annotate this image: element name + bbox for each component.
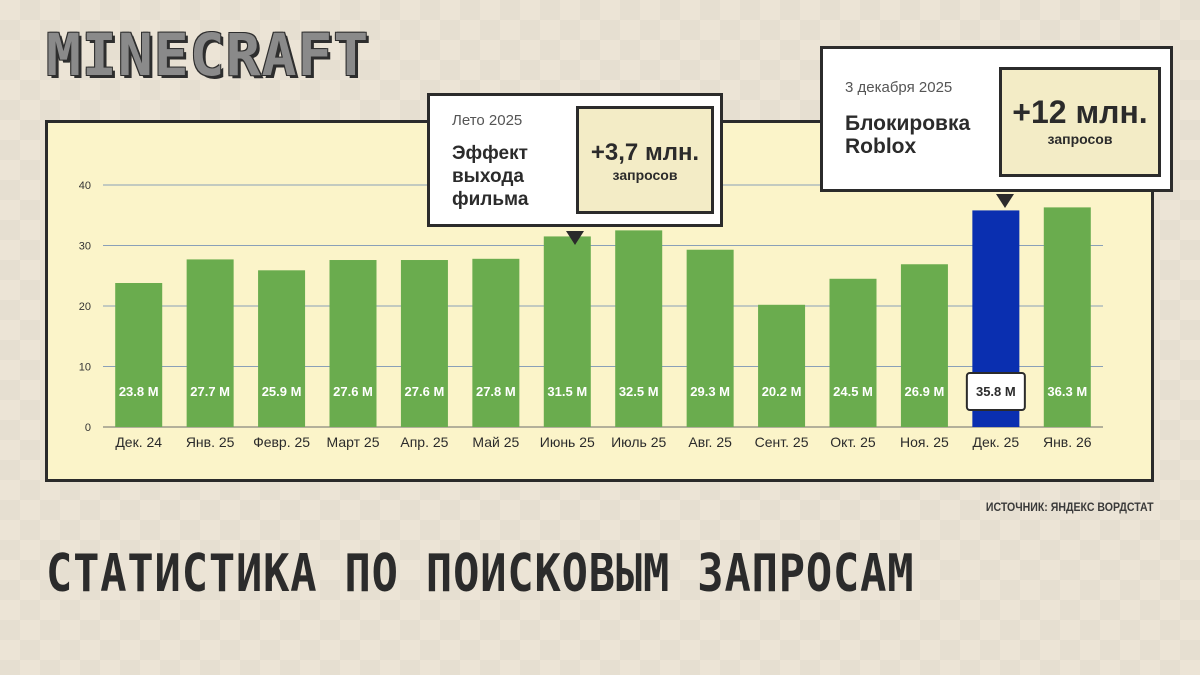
bar [829,278,877,427]
data-label: 25.9 M [262,384,302,399]
bar [543,236,591,427]
data-label: 31.5 M [547,384,587,399]
bar [186,259,234,427]
data-label: 20.2 M [762,384,802,399]
y-tick-label: 10 [79,362,91,374]
bar [115,283,163,427]
data-label-box [965,372,1026,411]
bar [1043,207,1091,427]
bar [900,264,948,427]
x-tick-label: Окт. 25 [830,434,876,450]
callout-date: 3 декабря 2025 [845,79,953,96]
data-label: 23.8 M [119,384,159,399]
callout-pointer-summer [566,231,584,245]
x-tick-label: Авг. 25 [688,434,732,450]
y-tick-label: 40 [79,180,91,192]
callout-description: Блокировка Roblox [845,112,971,158]
data-label: 29.3 M [690,384,730,399]
callout-value-box: +12 млн. запросов [999,67,1161,177]
source-note: ИСТОЧНИК: ЯНДЕКС ВОРДСТАТ [986,500,1154,514]
callout-description: Эффект выхода фильма [452,143,529,210]
bar [615,230,663,427]
callout-roblox-block: 3 декабря 2025 Блокировка Roblox +12 млн… [820,46,1173,192]
x-tick-label: Июнь 25 [540,434,595,450]
x-tick-label: Апр. 25 [400,434,448,450]
callout-date: Лето 2025 [452,112,523,129]
x-tick-label: Март 25 [327,434,380,450]
y-tick-label: 0 [85,422,91,434]
minecraft-logo: MINECRAFT [46,21,370,89]
data-label: 27.6 M [333,384,373,399]
data-label: 27.6 M [405,384,445,399]
data-label: 24.5 M [833,384,873,399]
x-tick-label: Сент. 25 [755,434,809,450]
y-tick-label: 30 [79,241,91,253]
data-label: 36.3 M [1047,384,1087,399]
x-tick-label: Дек. 24 [115,434,162,450]
bar [258,270,306,427]
page-headline: СТАТИСТИКА ПО ПОИСКОВЫМ ЗАПРОСАМ [46,544,915,604]
bar [758,304,806,427]
callout-summer-2025: Лето 2025 Эффект выхода фильма +3,7 млн.… [427,93,723,227]
callout-value-box: +3,7 млн. запросов [576,106,714,214]
callout-pointer-roblox [996,194,1014,208]
callout-value: +12 млн. [1012,94,1148,130]
x-tick-label: Июль 25 [611,434,666,450]
x-tick-label: Янв. 26 [1043,434,1092,450]
bar [472,258,520,427]
y-tick-label: 20 [79,301,91,313]
bar [400,260,448,427]
bar-chart: 0 10 20 30 40 23.8 M Дек. 24 27.7 M Янв. 25 25.9 … [79,180,1103,450]
x-tick-label: Май 25 [472,434,519,450]
data-label: 32.5 M [619,384,659,399]
bar [329,260,377,427]
bar [686,249,734,427]
callout-unit: запросов [1047,131,1113,147]
data-label: 27.8 M [476,384,516,399]
x-tick-label: Февр. 25 [253,434,310,450]
x-tick-label: Ноя. 25 [900,434,949,450]
x-tick-label: Янв. 25 [186,434,235,450]
x-tick-label: Дек. 25 [972,434,1019,450]
data-label: 35.8 M [976,384,1016,399]
callout-value: +3,7 млн. [590,139,700,166]
data-label: 26.9 M [905,384,945,399]
data-label: 27.7 M [190,384,230,399]
callout-unit: запросов [612,167,678,183]
